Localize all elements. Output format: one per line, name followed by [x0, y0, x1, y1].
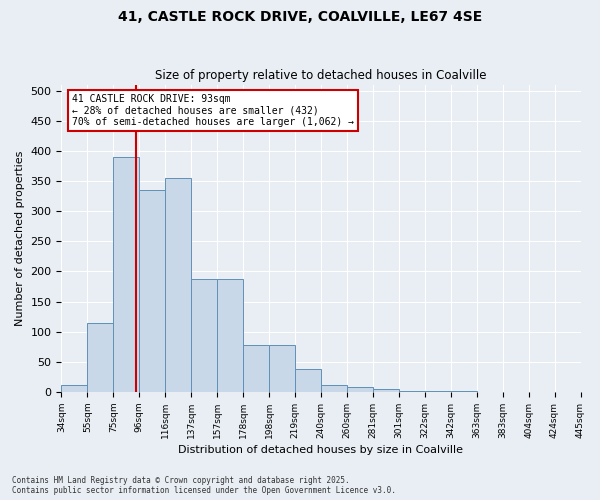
Text: Contains HM Land Registry data © Crown copyright and database right 2025.
Contai: Contains HM Land Registry data © Crown c… — [12, 476, 396, 495]
Text: 41 CASTLE ROCK DRIVE: 93sqm
← 28% of detached houses are smaller (432)
70% of se: 41 CASTLE ROCK DRIVE: 93sqm ← 28% of det… — [72, 94, 354, 127]
Bar — [139, 190, 165, 392]
X-axis label: Distribution of detached houses by size in Coalville: Distribution of detached houses by size … — [178, 445, 463, 455]
Y-axis label: Number of detached properties: Number of detached properties — [15, 150, 25, 326]
Bar — [217, 278, 243, 392]
Bar — [399, 391, 425, 392]
Bar — [373, 389, 399, 392]
Bar — [88, 322, 113, 392]
Bar — [269, 345, 295, 392]
Bar — [191, 278, 217, 392]
Text: 41, CASTLE ROCK DRIVE, COALVILLE, LE67 4SE: 41, CASTLE ROCK DRIVE, COALVILLE, LE67 4… — [118, 10, 482, 24]
Title: Size of property relative to detached houses in Coalville: Size of property relative to detached ho… — [155, 69, 487, 82]
Bar — [243, 345, 269, 392]
Bar — [165, 178, 191, 392]
Bar — [347, 387, 373, 392]
Bar — [113, 157, 139, 392]
Bar — [321, 384, 347, 392]
Bar — [295, 369, 321, 392]
Bar — [61, 384, 88, 392]
